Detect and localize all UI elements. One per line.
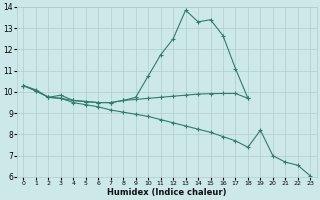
X-axis label: Humidex (Indice chaleur): Humidex (Indice chaleur) <box>107 188 227 197</box>
